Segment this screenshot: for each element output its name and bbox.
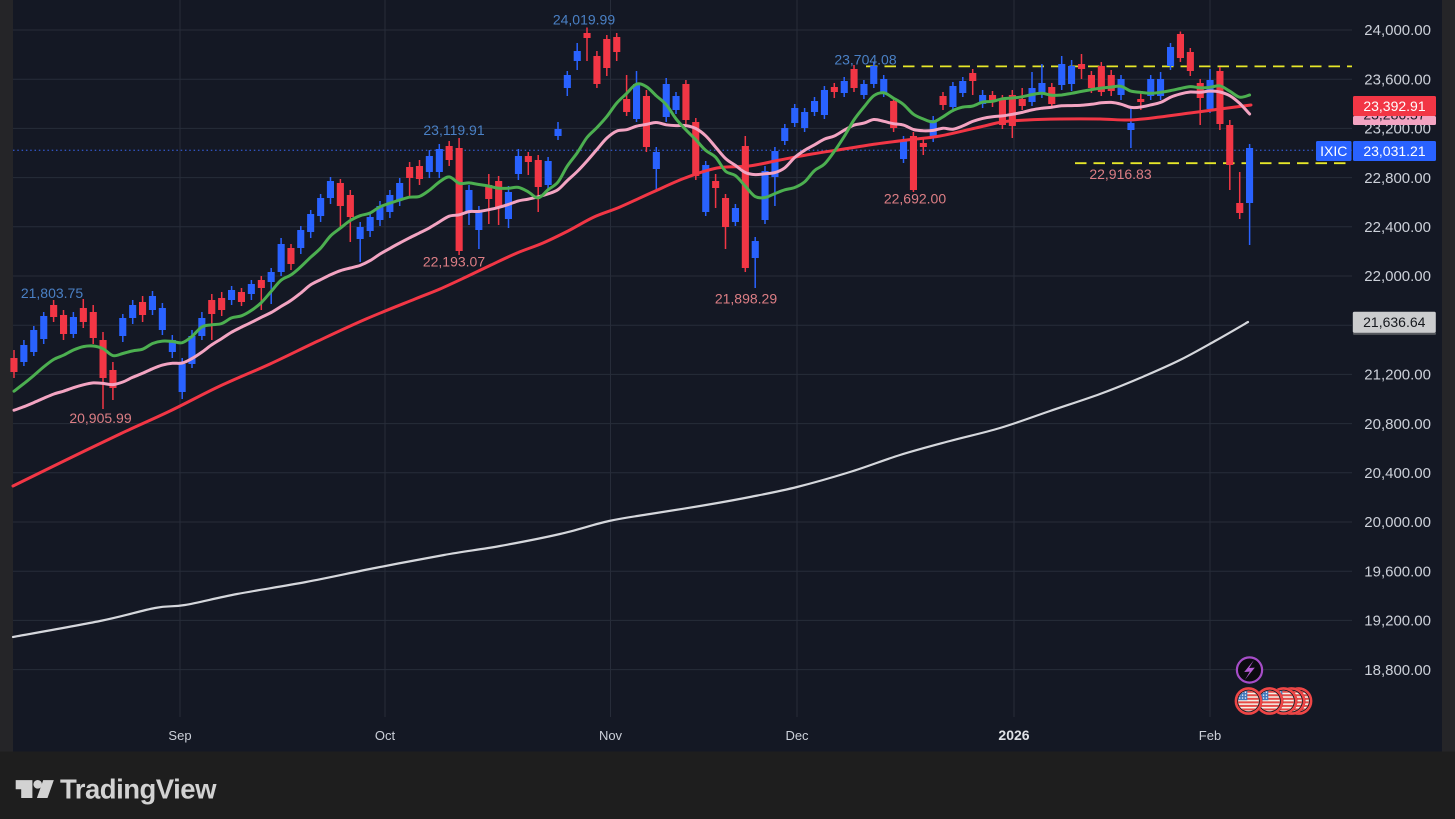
svg-text:24,019.99: 24,019.99 bbox=[553, 12, 615, 28]
svg-text:23,286.37: 23,286.37 bbox=[1363, 107, 1425, 123]
svg-text:21,803.75: 21,803.75 bbox=[21, 285, 83, 301]
svg-text:22,916.83: 22,916.83 bbox=[1089, 166, 1151, 182]
svg-text:18,800.00: 18,800.00 bbox=[1364, 662, 1431, 679]
svg-text:22,193.07: 22,193.07 bbox=[423, 254, 485, 270]
svg-text:22,400.00: 22,400.00 bbox=[1364, 219, 1431, 236]
svg-text:23,392.91: 23,392.91 bbox=[1363, 98, 1425, 114]
svg-text:21,898.29: 21,898.29 bbox=[715, 291, 777, 307]
svg-text:23,704.08: 23,704.08 bbox=[834, 52, 896, 68]
svg-text:2026: 2026 bbox=[998, 727, 1029, 743]
svg-text:21,200.00: 21,200.00 bbox=[1364, 367, 1431, 384]
svg-text:IXIC: IXIC bbox=[1320, 143, 1347, 159]
svg-text:Dec: Dec bbox=[785, 728, 809, 743]
svg-text:22,692.00: 22,692.00 bbox=[884, 191, 946, 207]
svg-text:23,031.21: 23,031.21 bbox=[1363, 143, 1425, 159]
svg-text:Nov: Nov bbox=[599, 728, 623, 743]
svg-text:Feb: Feb bbox=[1199, 728, 1221, 743]
svg-text:TradingView: TradingView bbox=[60, 774, 217, 805]
svg-text:24,000.00: 24,000.00 bbox=[1364, 22, 1431, 39]
svg-text:23,119.91: 23,119.91 bbox=[423, 122, 484, 138]
svg-text:20,905.99: 20,905.99 bbox=[69, 410, 131, 426]
svg-text:23,600.00: 23,600.00 bbox=[1364, 71, 1431, 88]
svg-text:22,800.00: 22,800.00 bbox=[1364, 170, 1431, 187]
svg-text:19,200.00: 19,200.00 bbox=[1364, 613, 1431, 630]
svg-text:Sep: Sep bbox=[168, 728, 191, 743]
svg-text:21,636.64: 21,636.64 bbox=[1363, 314, 1425, 330]
svg-text:20,000.00: 20,000.00 bbox=[1364, 514, 1431, 531]
svg-text:20,800.00: 20,800.00 bbox=[1364, 416, 1431, 433]
svg-text:Oct: Oct bbox=[375, 728, 396, 743]
svg-text:19,600.00: 19,600.00 bbox=[1364, 563, 1431, 580]
svg-text:22,000.00: 22,000.00 bbox=[1364, 268, 1431, 285]
svg-text:20,400.00: 20,400.00 bbox=[1364, 465, 1431, 482]
